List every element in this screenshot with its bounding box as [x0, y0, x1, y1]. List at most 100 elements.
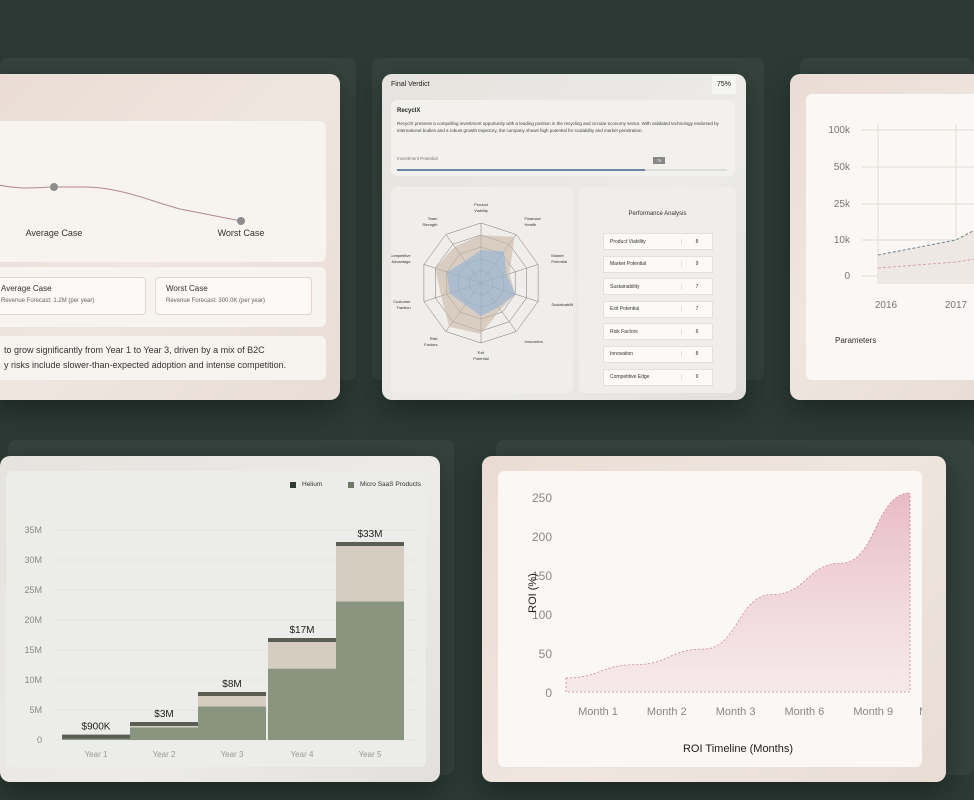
performance-list: Product Viability 8 Market Potential 9 Susta…	[603, 233, 713, 391]
x-axis-title: ROI Timeline (Months)	[683, 743, 793, 755]
y-axis-title: ROI (%)	[527, 573, 539, 613]
average-case-point	[50, 183, 58, 191]
scenario-line-chart: Average Case Worst Case	[0, 183, 265, 238]
legend-label: Micro SaaS Products	[360, 481, 422, 488]
worst-case-forecast: Revenue Forecast: 300.0K (per year)	[166, 298, 266, 304]
y-tick-label: 25M	[24, 585, 42, 595]
average-case-box[interactable]: Average Case Revenue Forecast: 1.2M (per…	[0, 277, 146, 315]
investment-badge: 75	[653, 157, 665, 164]
verdict-score-badge: 75%	[712, 76, 736, 94]
radar-chart: Product Viability Financial Health Market Pot…	[391, 202, 573, 361]
y-tick-label: 50	[539, 647, 553, 661]
legend-helium[interactable]: Helium	[290, 481, 322, 488]
verdict-summary-panel: RecyclX RecyclX presents a compelling in…	[391, 100, 735, 176]
x-tick-label: Month 1	[578, 706, 618, 718]
param-line-2	[877, 258, 974, 269]
y-tick-label: 35M	[24, 525, 42, 535]
radar-axis-label: Competitive Advantage	[391, 253, 411, 264]
performance-panel: Performance Analysis Product Viability 8 M…	[579, 187, 736, 393]
radar-panel: Product Viability Financial Health Market Pot…	[391, 187, 573, 393]
worst-case-box[interactable]: Worst Case Revenue Forecast: 300.0K (per…	[155, 277, 312, 315]
y-tick-label: 150	[532, 569, 552, 583]
x-tick-label: Year 1	[85, 750, 108, 759]
revenue-card: Helium Micro SaaS Products 35M 30M 25M 20M 1…	[0, 456, 440, 782]
performance-row: Risk Factors 6	[603, 323, 713, 341]
performance-value: 7	[681, 306, 712, 313]
performance-row: Market Potential 9	[603, 255, 713, 273]
performance-row: Competitive Edge 9	[603, 368, 713, 386]
performance-value: 7	[681, 283, 712, 290]
bar-lower	[130, 727, 198, 740]
performance-label: Sustainability	[610, 283, 640, 290]
performance-label: Exit Potential	[610, 306, 640, 313]
x-tick-label: Month 6	[785, 706, 825, 718]
radar-axis-label: Sustainability	[551, 302, 573, 307]
y-tick-label: 0	[37, 735, 42, 745]
bar-lower	[268, 668, 336, 740]
performance-row: Sustainability 7	[603, 278, 713, 296]
bar-data-label: $33M	[357, 529, 382, 540]
x-tick-label: Year 3	[221, 750, 244, 759]
x-tick-label: Month 3	[716, 706, 756, 718]
x-tick-label: Year 4	[291, 750, 314, 759]
x-tick-label: Year 5	[359, 750, 382, 759]
radar-axis-label: Exit Potential	[473, 350, 489, 361]
company-name: RecyclX	[397, 108, 421, 114]
radar-axis-label: Team Strength	[422, 216, 438, 227]
y-tick-label: 200	[532, 530, 552, 544]
y-tick-label: 100k	[828, 125, 851, 136]
bar-lower	[336, 601, 404, 740]
summary-line-1: to grow significantly from Year 1 to Yea…	[4, 345, 265, 355]
verdict-title: Final Verdict	[391, 81, 430, 88]
x-tick-label: 2016	[875, 300, 898, 311]
performance-label: Competitive Edge	[610, 374, 650, 381]
x-tick-label: Year 2	[153, 750, 176, 759]
verdict-card: Final Verdict 75% RecyclX RecyclX presen…	[382, 74, 746, 400]
radar-axis-label: Product Viability	[474, 202, 489, 213]
bar-data-label: $17M	[289, 625, 314, 636]
bar-upper	[198, 696, 266, 707]
scenario-line	[0, 184, 242, 222]
roi-card: 250 200 150 100 50 0 Month 1 Month 2 Month 3 Mont…	[482, 456, 946, 782]
y-tick-label: 250	[532, 491, 552, 505]
performance-title: Performance Analysis	[628, 211, 687, 217]
radar-axis-label: Customer Traction	[393, 299, 411, 310]
bar-upper	[336, 546, 404, 602]
worst-case-point	[237, 217, 245, 225]
performance-value: 8	[681, 238, 712, 245]
bar-upper	[268, 642, 336, 669]
radar-axis-label: Risk Factors	[424, 336, 437, 347]
performance-label: Risk Factors	[610, 328, 638, 335]
y-tick-label: 0	[545, 686, 552, 700]
y-tick-label: 0	[844, 271, 850, 282]
average-case-forecast: Revenue Forecast: 1.2M (per year)	[1, 298, 95, 304]
scenario-summary-panel: to grow significantly from Year 1 to Yea…	[0, 336, 326, 380]
bar-cap	[62, 734, 130, 739]
roi-area-chart: 250 200 150 100 50 0 Month 1 Month 2 Month 3 Mont…	[527, 491, 922, 755]
y-tick-label: 50k	[834, 162, 851, 173]
radar-axis-label: Market Potential	[551, 253, 567, 264]
performance-label: Product Viability	[610, 238, 646, 245]
bar-cap	[336, 542, 404, 546]
worst-case-axis-label: Worst Case	[218, 228, 265, 238]
legend-label: Helium	[302, 481, 323, 488]
bar-cap	[198, 692, 266, 696]
bar-data-label: $3M	[154, 709, 173, 720]
revenue-chart-panel: Helium Micro SaaS Products 35M 30M 25M 20M 1…	[6, 471, 426, 767]
performance-value: 9	[681, 261, 712, 268]
investment-progress-track	[397, 169, 727, 171]
y-tick-label: 30M	[24, 555, 42, 565]
radar-axis-label: Innovation	[525, 339, 543, 344]
parameters-card: 100k 50k 25k 10k 0 2016 2017 Parameters	[790, 74, 974, 400]
x-tick-label: Month 12	[919, 706, 922, 718]
bar-data-label: $8M	[222, 679, 241, 690]
bar-lower	[198, 706, 266, 740]
performance-value: 6	[681, 328, 712, 335]
revenue-bar-chart: 35M 30M 25M 20M 15M 10M 5M 0 $900K Year 1 $3M Year …	[24, 525, 416, 759]
bar-cap	[130, 722, 198, 726]
parameters-footer: Parameters	[835, 336, 877, 345]
legend-swatch	[290, 481, 296, 488]
parameters-panel: 100k 50k 25k 10k 0 2016 2017 Parameters	[806, 94, 974, 380]
legend-micro-saas[interactable]: Micro SaaS Products	[348, 481, 421, 488]
investment-progress-fill	[397, 169, 645, 171]
